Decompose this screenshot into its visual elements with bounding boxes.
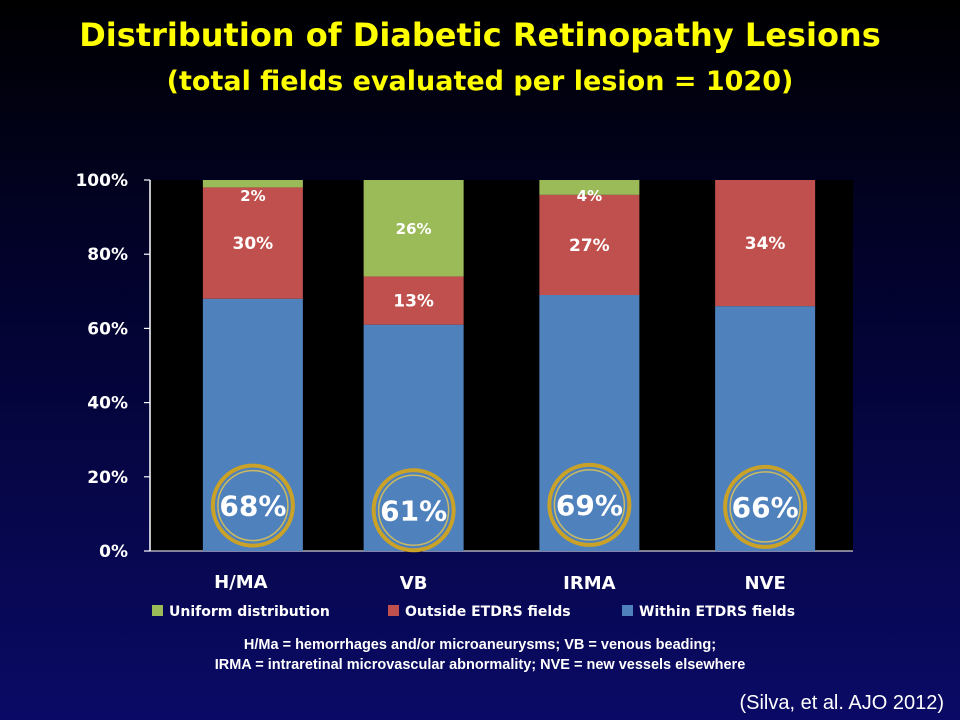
- bar-hma-uniform: [202, 180, 303, 188]
- bar-vb-uniform: [363, 180, 464, 277]
- data-label-outside: 34%: [745, 234, 786, 254]
- y-tick-label: 20%: [87, 468, 128, 488]
- legend-swatch: [388, 605, 399, 616]
- citation: (Silva, et al. AJO 2012): [739, 692, 944, 714]
- highlight-ring: [371, 468, 456, 553]
- data-label-within: 68%: [219, 490, 286, 523]
- x-category-label: IRMA: [563, 573, 615, 594]
- y-tick-label: 40%: [87, 394, 128, 414]
- y-tick-label: 0%: [99, 542, 128, 562]
- data-label-outside: 27%: [569, 236, 610, 256]
- data-label-outside: 30%: [233, 234, 274, 254]
- legend-label: Uniform distribution: [169, 604, 330, 620]
- highlight-ring: [210, 463, 295, 548]
- y-tick-label: 80%: [87, 245, 128, 265]
- bar-irma-within: [539, 295, 640, 551]
- highlight-ring: [547, 462, 632, 547]
- x-category-label: VB: [400, 573, 428, 594]
- data-label-uniform: 4%: [577, 187, 602, 205]
- footnote-line-2: IRMA = intraretinal microvascular abnorm…: [214, 657, 746, 673]
- data-label-uniform: 26%: [396, 220, 432, 238]
- data-label-outside: 13%: [393, 292, 434, 312]
- x-category-label: NVE: [744, 573, 785, 594]
- highlight-ring-inner: [553, 469, 626, 541]
- highlight-ring-inner: [217, 469, 289, 542]
- highlight-ring: [723, 464, 808, 549]
- bar-hma-outside: [202, 187, 303, 299]
- data-label-within: 61%: [380, 494, 447, 527]
- y-tick-label: 60%: [87, 319, 128, 339]
- legend-swatch: [152, 605, 163, 616]
- bar-irma-outside: [539, 194, 640, 296]
- data-label-within: 69%: [556, 489, 623, 522]
- x-category-label: H/MA: [214, 572, 268, 593]
- legend-label: Outside ETDRS fields: [405, 604, 571, 620]
- bar-nve-outside: [715, 180, 816, 307]
- legend-label: Within ETDRS fields: [639, 604, 795, 620]
- highlight-ring-inner: [729, 471, 801, 543]
- footnote-line-1: H/Ma = hemorrhages and/or microaneurysms…: [243, 637, 717, 653]
- data-label-within: 66%: [732, 491, 799, 524]
- bar-irma-uniform: [539, 180, 640, 195]
- bar-vb-outside: [363, 276, 464, 325]
- y-tick-label: 100%: [75, 171, 128, 191]
- bar-nve-within: [715, 306, 816, 551]
- highlight-ring-inner: [377, 474, 450, 547]
- data-label-uniform: 2%: [240, 187, 265, 205]
- chart-subtitle: (total fields evaluated per lesion = 102…: [166, 66, 794, 97]
- bar-vb-within: [363, 324, 464, 551]
- legend-swatch: [622, 605, 633, 616]
- chart-title: Distribution of Diabetic Retinopathy Les…: [79, 16, 881, 54]
- bar-hma-within: [202, 298, 303, 551]
